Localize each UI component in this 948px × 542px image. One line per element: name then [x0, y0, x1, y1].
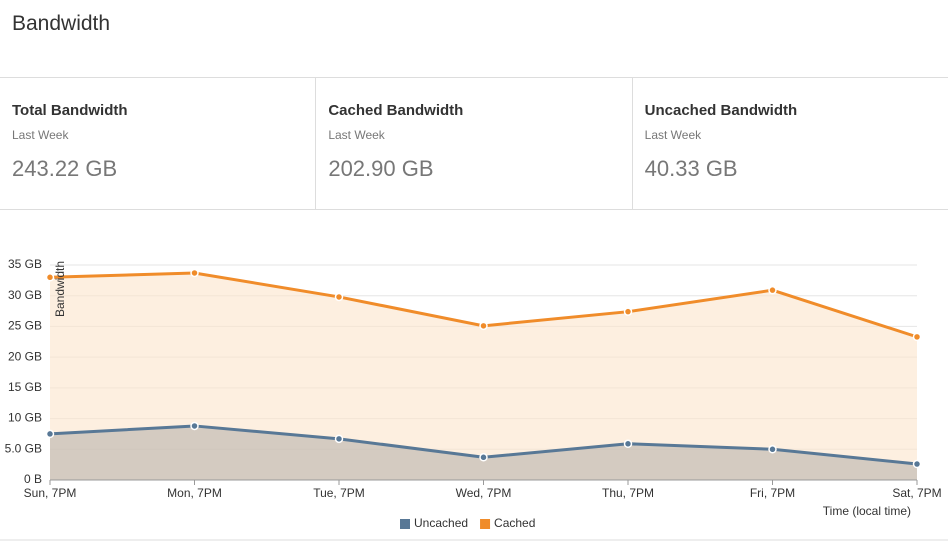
x-tick-label: Wed, 7PM [456, 486, 512, 500]
y-tick-label: 10 GB [8, 411, 42, 425]
y-tick-label: 5.0 GB [5, 441, 42, 455]
y-tick-label: 20 GB [8, 349, 42, 363]
x-tick-label: Fri, 7PM [750, 486, 795, 500]
y-tick-label: 0 B [24, 472, 42, 486]
area-fill [50, 272, 917, 480]
x-tick-label: Sun, 7PM [24, 486, 77, 500]
stat-period: Last Week [12, 128, 69, 142]
stat-label: Total Bandwidth [12, 102, 128, 119]
stat-value: 40.33 GB [644, 156, 738, 181]
data-point [479, 453, 488, 462]
x-tick-label: Thu, 7PM [602, 486, 654, 500]
legend-swatch [480, 519, 491, 529]
data-point [912, 332, 922, 342]
data-point [190, 421, 199, 431]
stat-value: 243.22 GB [12, 156, 118, 181]
data-point [623, 439, 633, 449]
stat-value: 202.90 GB [328, 156, 434, 181]
area-fill [50, 425, 917, 480]
x-tick-label: Tue, 7PM [313, 486, 365, 500]
stats-panel: Total Bandwidth Last Week 243.22 GB Cached… [0, 77, 948, 210]
x-tick-label: Mon, 7PM [167, 486, 222, 500]
data-point [334, 434, 344, 444]
y-tick-label: 15 GB [8, 380, 42, 394]
stat-label: Cached Bandwidth [328, 102, 464, 119]
x-axis-title: Time (local time) [823, 504, 911, 518]
data-point [623, 307, 633, 316]
data-point [45, 273, 55, 282]
page-title: Bandwidth [12, 12, 111, 35]
stat-card: Total Bandwidth Last Week 243.22 GB [0, 78, 317, 209]
data-point [912, 459, 922, 469]
y-tick-label: 25 GB [8, 319, 42, 333]
data-point [190, 268, 199, 278]
stat-period: Last Week [328, 128, 385, 142]
data-point [768, 285, 777, 295]
legend-label: Cached [494, 516, 535, 530]
y-tick-label: 35 GB [8, 257, 42, 271]
y-axis-title: Bandwidth [53, 261, 67, 317]
stat-label: Uncached Bandwidth [644, 102, 798, 119]
stat-card: Uncached Bandwidth Last Week 40.33 GB [633, 78, 948, 209]
data-point [479, 321, 488, 331]
legend-label: Uncached [414, 516, 468, 530]
stat-card: Cached Bandwidth Last Week 202.90 GB [316, 78, 633, 209]
data-point [768, 445, 777, 454]
data-point [334, 292, 344, 302]
stat-period: Last Week [644, 128, 702, 142]
data-point [45, 429, 55, 439]
y-tick-label: 30 GB [8, 288, 42, 302]
x-tick-label: Sat, 7PM [892, 486, 941, 500]
legend-swatch [400, 519, 410, 529]
